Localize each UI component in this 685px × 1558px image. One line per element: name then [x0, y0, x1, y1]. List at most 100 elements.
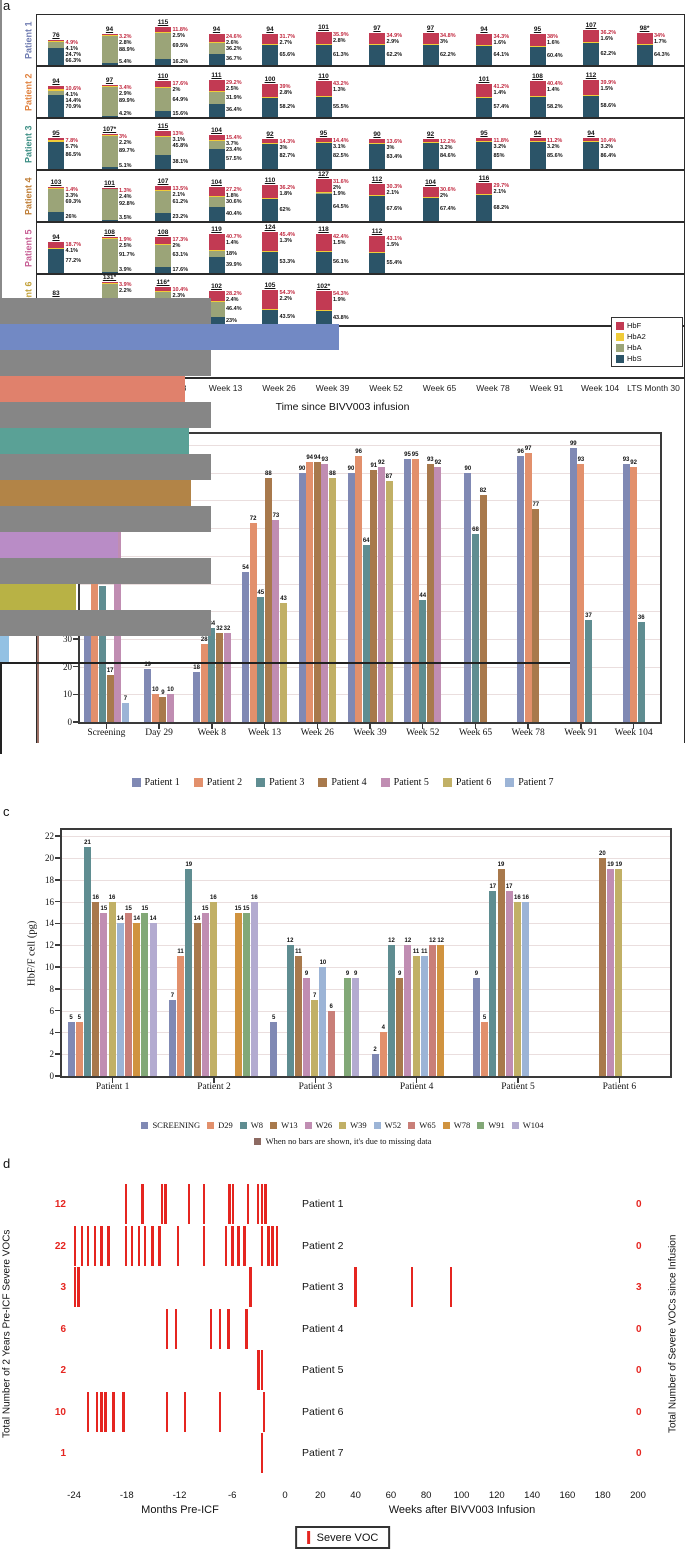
panel-c-y-tick	[55, 1009, 60, 1012]
bar-total-label: 116	[478, 174, 490, 182]
bar-percent-label: 3.4%	[119, 85, 132, 91]
hb-segment-hbf	[208, 33, 225, 42]
hb-segment-hba2	[208, 249, 225, 251]
bar-value-label: 28	[200, 637, 208, 644]
panel-a-x-tick-label: LTS Month 30	[627, 383, 680, 393]
bar-percent-label: 10.4%	[172, 286, 189, 293]
severe-voc-tick	[245, 1308, 248, 1349]
bar-value-label: 7	[123, 695, 128, 702]
hb-segment-hbs	[155, 266, 171, 273]
hb-segment-hba2	[208, 300, 225, 302]
panel-d-right-axis-title: Total Number of Severe VOCs since Infusi…	[667, 1234, 679, 1434]
bar-percent-label: 45.8%	[172, 143, 189, 150]
panel-c-legend-item: W13	[270, 1120, 298, 1130]
hb-segment-hbs	[476, 142, 492, 169]
bar-patient-3	[471, 533, 479, 722]
bar-total-label: 108	[532, 73, 543, 81]
bar-percent-label: 1.4%	[65, 187, 79, 194]
bar-value-label: 15	[100, 905, 108, 912]
panel-c-category-label: Patient 5	[501, 1082, 535, 1092]
bar-patient-1	[517, 456, 525, 722]
bar-total-label: 131*	[102, 273, 117, 281]
bar-value-label: 9	[354, 970, 358, 977]
bar-patient-5	[114, 489, 122, 722]
hb-segment-hbf	[262, 138, 278, 143]
bar-total-label: 92	[426, 130, 435, 138]
severe-voc-tick	[130, 1225, 134, 1266]
bar-w78	[234, 912, 242, 1076]
bar-percent-label: 34.8%	[440, 33, 456, 39]
hb-segment-hba2	[315, 43, 332, 45]
severe-voc-tick	[183, 1391, 187, 1432]
bar-patient-4	[159, 697, 167, 722]
bar-total-label: 115	[157, 19, 169, 27]
bar-patient-5	[377, 467, 385, 722]
hb-segment-hba	[155, 137, 171, 155]
hb-segment-hba2	[155, 87, 171, 88]
panel-a-row-4: Patient 4 103 1.4% 3.3% 69.3% 26% 101 1.3% 2.4% 9…	[24, 171, 684, 223]
bar-patient-5	[272, 519, 280, 722]
hb-segment-hba	[155, 191, 171, 213]
hb-segment-hba2	[315, 250, 332, 252]
bar-percent-label: 62.2%	[600, 51, 617, 58]
gridline	[80, 666, 660, 668]
panel-b-y-tick-label: 30	[63, 633, 72, 644]
hb-segment-hbs	[583, 142, 599, 169]
post-infusion-bar-patient-2	[0, 376, 186, 402]
bar-percent-label: 68.2%	[493, 204, 510, 211]
panel-c-legend-item: W39	[339, 1120, 367, 1130]
bar-w39	[209, 901, 217, 1076]
panel-b-legend-item: Patient 1	[131, 777, 180, 788]
pre-icf-bar	[0, 558, 211, 584]
bar-percent-label: 43.1%	[386, 236, 403, 243]
bar-total-label: 97	[105, 77, 114, 84]
bar-percent-label: 3.1%	[172, 137, 186, 144]
bar-value-label: 10	[167, 687, 174, 694]
panel-c-legend-item: W104	[511, 1120, 544, 1130]
hb-segment-hbs	[529, 96, 546, 117]
bar-value-label: 16	[522, 894, 529, 901]
bar-total-label: 94	[480, 25, 488, 33]
panel-c-x-tick	[618, 1078, 621, 1083]
hb-segment-hba2	[369, 44, 385, 46]
bar-percent-label: 11.8%	[172, 27, 188, 34]
bar-percent-label: 92.8%	[119, 201, 135, 208]
bar-percent-label: 65.6%	[279, 51, 296, 58]
bar-value-label: 88	[265, 471, 272, 478]
hb-segment-hba2	[583, 42, 599, 44]
bar-patient-3	[257, 597, 265, 722]
bar-w52	[116, 923, 124, 1076]
panel-b-category-label: Screening	[87, 728, 126, 738]
hb-segment-hbf	[315, 31, 332, 44]
gridline	[80, 638, 660, 640]
panel-c-y-tick	[55, 988, 60, 990]
panel-d-weeks-axis-title: Weeks after BIVV003 Infusion	[388, 1504, 536, 1516]
bar-value-label: 93	[622, 457, 630, 464]
post-voc-count: 0	[636, 1448, 642, 1459]
patient-name-label: Patient 4	[302, 1322, 344, 1335]
pre-icf-bar	[0, 402, 211, 428]
panel-a-hb-stacked-chart: Patient 1 76 4.9% 4.1% 24.7% 66.3% 94 3.2% 2.8% 8…	[24, 14, 685, 743]
hb-segment-hbf	[262, 184, 278, 198]
bar-value-label: 95	[411, 451, 419, 458]
bar-percent-label: 1.9%	[333, 191, 346, 198]
pre-voc-count: 1	[60, 1448, 66, 1459]
post-voc-count: 0	[636, 1323, 642, 1335]
bar-percent-label: 29.2%	[226, 80, 242, 87]
bar-value-label: 15	[234, 905, 242, 912]
bar-value-label: 14	[116, 916, 124, 923]
bar-percent-label: 45.4%	[279, 232, 296, 239]
hb-segment-hbf	[476, 182, 492, 195]
bar-value-label: 44	[419, 593, 427, 600]
bar-w26	[404, 945, 412, 1076]
bar-percent-label: 61.2%	[172, 199, 189, 206]
hb-segment-hba	[101, 35, 118, 64]
panel-b-x-tick	[105, 724, 108, 729]
panel-c-y-tick-label: 10	[45, 962, 54, 972]
bar-total-label: 94	[533, 129, 542, 137]
hb-segment-hbs	[369, 252, 385, 273]
gridline	[62, 879, 670, 881]
bar-value-label: 12	[388, 938, 395, 945]
panel-b-y-tick-label: 20	[63, 661, 72, 672]
bar-total-label: 127	[318, 171, 329, 179]
